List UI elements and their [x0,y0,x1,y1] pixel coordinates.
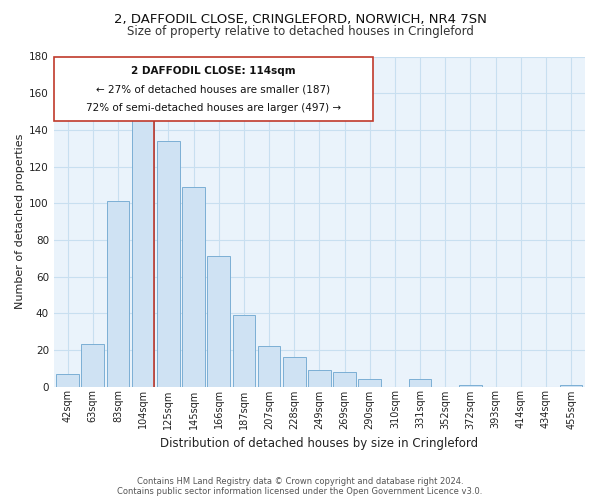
Text: Size of property relative to detached houses in Cringleford: Size of property relative to detached ho… [127,25,473,38]
Text: 72% of semi-detached houses are larger (497) →: 72% of semi-detached houses are larger (… [86,102,341,113]
Bar [132,119,154,386]
Bar [560,384,583,386]
Bar [233,315,255,386]
Bar [182,186,205,386]
Text: Contains HM Land Registry data © Crown copyright and database right 2024.: Contains HM Land Registry data © Crown c… [137,476,463,486]
Bar [82,344,104,387]
Text: 2 DAFFODIL CLOSE: 114sqm: 2 DAFFODIL CLOSE: 114sqm [131,66,295,76]
Bar [107,202,130,386]
Bar [157,141,179,386]
FancyBboxPatch shape [54,56,373,121]
Bar [333,372,356,386]
Bar [459,384,482,386]
X-axis label: Distribution of detached houses by size in Cringleford: Distribution of detached houses by size … [160,437,478,450]
Text: Contains public sector information licensed under the Open Government Licence v3: Contains public sector information licen… [118,486,482,496]
Bar [358,379,381,386]
Bar [258,346,280,387]
Text: 2, DAFFODIL CLOSE, CRINGLEFORD, NORWICH, NR4 7SN: 2, DAFFODIL CLOSE, CRINGLEFORD, NORWICH,… [113,12,487,26]
Bar [283,357,305,386]
Bar [409,379,431,386]
Bar [208,256,230,386]
Bar [56,374,79,386]
Bar [308,370,331,386]
Y-axis label: Number of detached properties: Number of detached properties [15,134,25,309]
Text: ← 27% of detached houses are smaller (187): ← 27% of detached houses are smaller (18… [96,84,330,94]
